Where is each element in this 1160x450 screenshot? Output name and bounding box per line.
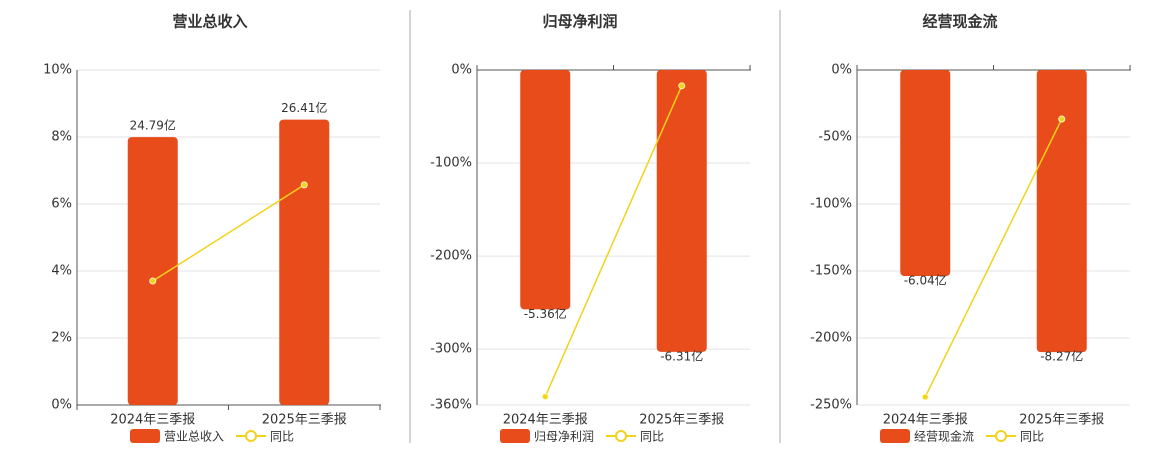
line: [152, 184, 305, 282]
legend-swatch: [245, 430, 258, 442]
chart-title: 归母净利润: [542, 13, 617, 31]
legend-label: 营业总收入: [164, 430, 224, 444]
legend-label: 归母净利润: [534, 430, 594, 444]
chart-title: 营业总收入: [172, 13, 247, 31]
x-tick-label: 2025年三季报: [639, 413, 724, 428]
bar-label: -6.04亿: [904, 273, 947, 288]
x-tick-label: 2025年三季报: [1019, 413, 1104, 428]
bar: [900, 70, 951, 277]
bar-label: -5.36亿: [524, 306, 567, 321]
bar: [1036, 70, 1087, 353]
legend-swatch: [995, 430, 1008, 442]
x-tick-label: 2025年三季报: [262, 413, 347, 428]
line-point: [541, 393, 549, 401]
bar-label: 24.79亿: [130, 118, 176, 133]
bar-label: -8.27亿: [1040, 349, 1083, 364]
legend-swatch: [500, 429, 530, 443]
legend-label: 同比: [270, 430, 294, 444]
line: [544, 85, 683, 397]
bar: [656, 70, 707, 352]
line-point: [678, 82, 686, 90]
y-tick-label: 4%: [51, 264, 72, 279]
y-tick-label: -50%: [818, 130, 852, 145]
x-tick-label: 2024年三季报: [883, 413, 968, 428]
x-tick-label: 2024年三季报: [110, 413, 195, 428]
legend-label: 同比: [640, 430, 664, 444]
y-tick-label: -150%: [810, 264, 852, 279]
bar-label: -6.31亿: [660, 348, 703, 363]
y-tick-label: 10%: [43, 63, 72, 78]
bar: [279, 119, 330, 405]
x-tick-label: 2024年三季报: [503, 413, 588, 428]
line-point: [300, 181, 308, 189]
legend-swatch: [615, 430, 628, 442]
y-tick-label: 2%: [51, 331, 72, 346]
bar: [520, 70, 571, 310]
y-tick-label: -200%: [430, 249, 472, 264]
y-tick-label: 6%: [51, 197, 72, 212]
y-tick-label: -360%: [430, 398, 472, 413]
y-tick-label: 0%: [451, 63, 472, 78]
y-tick-label: -300%: [430, 342, 472, 357]
line-point: [921, 393, 929, 401]
legend-label: 同比: [1020, 430, 1044, 444]
y-tick-label: -250%: [810, 398, 852, 413]
line: [924, 118, 1063, 398]
y-tick-label: 8%: [51, 130, 72, 145]
legend-swatch: [130, 429, 160, 443]
bar-label: 26.41亿: [281, 100, 327, 115]
y-tick-label: 0%: [51, 398, 72, 413]
y-tick-label: -100%: [430, 156, 472, 171]
line-point: [1058, 115, 1066, 123]
y-tick-label: -200%: [810, 331, 852, 346]
y-tick-label: 0%: [831, 63, 852, 78]
line-point: [149, 277, 157, 285]
legend-swatch: [880, 429, 910, 443]
chart-title: 经营现金流: [922, 13, 997, 31]
legend-label: 经营现金流: [914, 429, 974, 444]
bar: [127, 137, 178, 405]
y-tick-label: -100%: [810, 197, 852, 212]
